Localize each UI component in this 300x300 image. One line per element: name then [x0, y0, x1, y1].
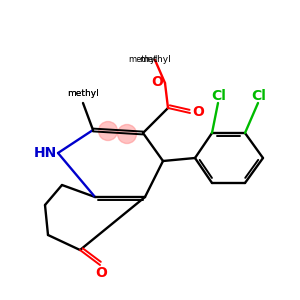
Text: methyl: methyl — [139, 56, 171, 64]
Circle shape — [98, 122, 118, 140]
Text: O: O — [151, 75, 163, 89]
Text: Cl: Cl — [212, 89, 226, 103]
Text: methyl: methyl — [67, 89, 99, 98]
Text: methyl: methyl — [128, 56, 158, 64]
Text: HN: HN — [33, 146, 57, 160]
Text: Cl: Cl — [252, 89, 266, 103]
Text: methyl: methyl — [67, 89, 99, 98]
Text: O: O — [192, 105, 204, 119]
Text: O: O — [95, 266, 107, 280]
Circle shape — [118, 124, 136, 143]
